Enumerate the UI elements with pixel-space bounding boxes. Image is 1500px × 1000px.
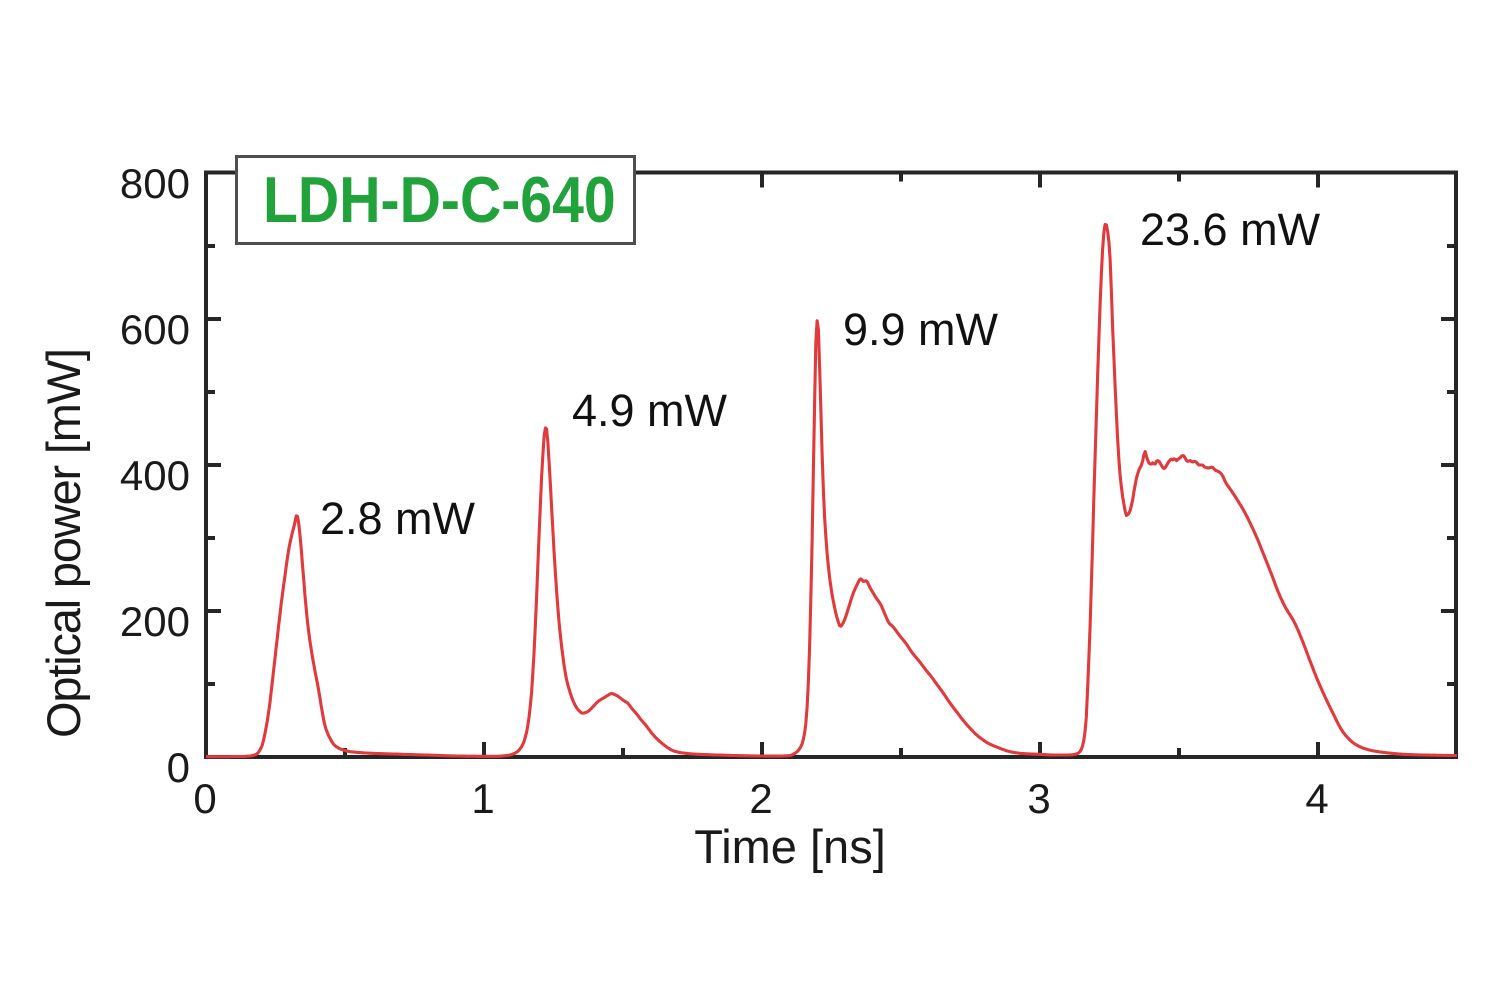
svg-text:200: 200 [120, 598, 190, 645]
svg-text:1: 1 [471, 775, 494, 822]
svg-text:400: 400 [120, 452, 190, 499]
svg-text:23.6 mW: 23.6 mW [1140, 204, 1321, 255]
svg-text:LDH-D-C-640: LDH-D-C-640 [263, 164, 616, 236]
svg-text:600: 600 [120, 306, 190, 353]
svg-text:4: 4 [1305, 775, 1328, 822]
svg-text:3: 3 [1027, 775, 1050, 822]
svg-text:4.9 mW: 4.9 mW [572, 385, 728, 436]
svg-text:Time [ns]: Time [ns] [694, 820, 886, 873]
svg-text:2: 2 [749, 775, 772, 822]
svg-text:0: 0 [167, 744, 190, 791]
svg-text:Optical power [mW]: Optical power [mW] [37, 348, 90, 738]
svg-text:2.8 mW: 2.8 mW [320, 493, 476, 544]
svg-text:9.9 mW: 9.9 mW [843, 304, 999, 355]
svg-text:800: 800 [120, 160, 190, 207]
svg-text:0: 0 [193, 775, 216, 822]
